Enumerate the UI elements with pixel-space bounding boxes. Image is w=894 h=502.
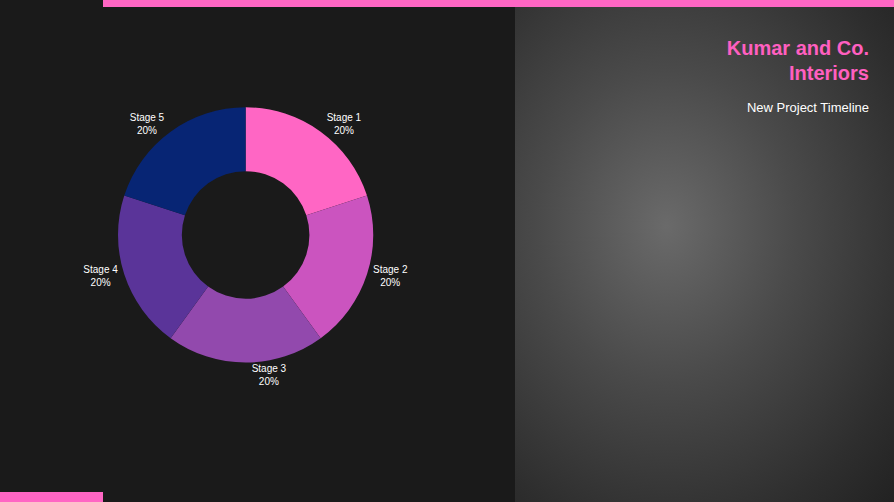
html-text:New Project Timeline: New Project Timeline <box>746 100 869 115</box>
html-text:Kumar and Co. Interiors: Kumar and Co. Interiors <box>726 37 869 84</box>
svg-text:Stage 220%: Stage 220% <box>373 264 408 288</box>
svg-text:Stage 520%: Stage 520% <box>130 112 165 136</box>
svg-text:Stage 320%: Stage 320% <box>252 363 287 387</box>
svg-text:Stage 420%: Stage 420% <box>83 264 118 288</box>
svg-text:Stage 120%: Stage 120% <box>327 112 362 136</box>
